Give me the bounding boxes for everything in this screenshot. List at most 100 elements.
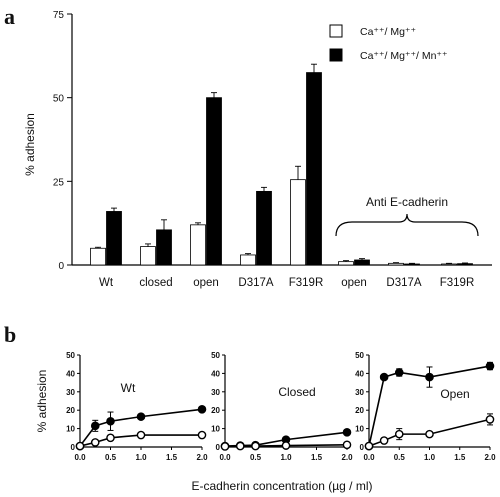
y-tick-label: 40 xyxy=(355,369,364,378)
data-point-filled xyxy=(379,372,389,382)
category-label: F319R xyxy=(440,277,475,289)
y-tick-label: 10 xyxy=(66,425,75,434)
bar-ca-mg-mn xyxy=(106,211,122,266)
data-point-filled xyxy=(485,361,495,371)
data-point-filled xyxy=(342,427,352,437)
y-tick-label: 0 xyxy=(216,443,221,452)
x-tick-label: 1.0 xyxy=(280,453,292,462)
chart-title: Closed xyxy=(278,385,315,399)
bar-ca-mg xyxy=(140,246,156,266)
legend-swatch xyxy=(329,48,343,62)
y-tick-label: 50 xyxy=(53,94,65,105)
data-point-open xyxy=(379,436,389,445)
data-point-open xyxy=(235,441,245,451)
data-point-open xyxy=(90,438,100,447)
bar-ca-mg-mn xyxy=(306,72,322,266)
x-tick-label: 1.0 xyxy=(135,453,147,462)
x-tick-label: 1.5 xyxy=(454,453,466,462)
bar-ca-mg xyxy=(441,263,457,266)
chart-title: Open xyxy=(440,387,469,401)
legend-label: Ca⁺⁺/ Mg⁺⁺ xyxy=(360,26,416,38)
bar-ca-mg xyxy=(190,224,206,266)
x-tick-label: 0.5 xyxy=(105,453,117,462)
category-label: open xyxy=(193,277,219,289)
y-axis-title: % adhesion xyxy=(23,113,37,176)
bar-ca-mg xyxy=(90,247,106,266)
x-tick-label: 0.5 xyxy=(250,453,262,462)
line-charts-panel-b: 0 10 20 30 40 50 0.0 0.5 1.0 1.5 2.0 Wt % adhesion 0 1… xyxy=(35,351,496,462)
y-tick-label: 10 xyxy=(355,425,364,434)
group-bracket xyxy=(335,213,479,237)
y-tick-label: 0 xyxy=(360,443,365,452)
bar-ca-mg-mn xyxy=(354,259,370,266)
data-point-filled xyxy=(425,372,434,382)
category-label: D317A xyxy=(238,277,273,289)
y-tick-label: 50 xyxy=(355,351,364,360)
category-label: F319R xyxy=(289,277,324,289)
data-point-filled xyxy=(90,421,100,431)
y-tick-label: 30 xyxy=(355,388,364,397)
y-tick-label: 10 xyxy=(211,425,220,434)
data-point-filled xyxy=(197,404,207,414)
x-tick-label: 0.0 xyxy=(219,453,231,462)
data-point-open xyxy=(75,441,85,451)
legend-swatch xyxy=(329,24,343,38)
category-label: D317A xyxy=(386,277,421,289)
data-point-open xyxy=(425,429,434,439)
x-tick-label: 2.0 xyxy=(341,453,353,462)
data-point-open xyxy=(485,415,495,424)
group-label: Anti E-cadherin xyxy=(366,195,448,209)
category-label: open xyxy=(341,277,367,289)
y-axis-title: % adhesion xyxy=(35,370,49,433)
bar-ca-mg xyxy=(338,261,354,266)
x-tick-label: 1.0 xyxy=(424,453,436,462)
category-label: closed xyxy=(139,277,172,289)
y-tick-label: 25 xyxy=(53,177,65,188)
x-tick-label: 2.0 xyxy=(484,453,496,462)
line-chart-closed: 0 10 20 30 40 50 0.0 0.5 1.0 1.5 2.0 Closed xyxy=(211,351,353,462)
data-point-open xyxy=(342,440,352,450)
panel-b-label: b xyxy=(4,322,16,347)
y-tick-label: 20 xyxy=(66,406,75,415)
y-tick-label: 30 xyxy=(66,388,75,397)
chart-title: Wt xyxy=(121,381,136,395)
bar-ca-mg-mn xyxy=(256,190,272,266)
y-tick-label: 40 xyxy=(211,369,220,378)
y-tick-label: 20 xyxy=(211,406,220,415)
bar-ca-mg xyxy=(388,262,404,266)
x-tick-label: 1.5 xyxy=(166,453,178,462)
data-point-filled xyxy=(136,412,146,421)
bar-ca-mg-mn xyxy=(404,263,420,266)
bar-chart-panel-a: 0 25 50 75 % adhesion Wt closed open D317A F319R o… xyxy=(23,10,492,289)
data-point-filled xyxy=(106,416,115,426)
line-chart-wt: 0 10 20 30 40 50 0.0 0.5 1.0 1.5 2.0 Wt % adhesion xyxy=(35,351,208,462)
y-tick-label: 30 xyxy=(211,388,220,397)
x-tick-label: 2.0 xyxy=(196,453,208,462)
data-point-open xyxy=(364,441,374,451)
y-tick-label: 20 xyxy=(355,406,364,415)
data-point-open xyxy=(281,441,291,450)
bar-ca-mg xyxy=(240,254,256,266)
x-tick-label: 1.5 xyxy=(311,453,323,462)
data-point-open xyxy=(106,433,115,443)
x-tick-label: 0.0 xyxy=(363,453,375,462)
data-point-filled xyxy=(394,368,404,377)
panel-b-x-axis-title: E-cadherin concentration (µg / ml) xyxy=(192,479,373,493)
bar-ca-mg-mn xyxy=(457,263,473,266)
bar-ca-mg-mn xyxy=(206,97,222,266)
y-tick-label: 0 xyxy=(58,261,64,272)
legend-label: Ca⁺⁺/ Mg⁺⁺/ Mn⁺⁺ xyxy=(360,50,448,62)
category-label: Wt xyxy=(99,277,114,289)
y-tick-label: 40 xyxy=(66,369,75,378)
y-tick-label: 50 xyxy=(211,351,220,360)
data-point-open xyxy=(220,442,230,451)
y-tick-label: 50 xyxy=(66,351,75,360)
bar-ca-mg-mn xyxy=(156,229,172,266)
data-point-open xyxy=(197,430,207,440)
bar-ca-mg xyxy=(290,179,306,266)
data-point-open xyxy=(394,429,404,439)
y-tick-label: 0 xyxy=(71,443,76,452)
y-tick-label: 75 xyxy=(53,10,65,21)
data-point-open xyxy=(251,441,260,451)
